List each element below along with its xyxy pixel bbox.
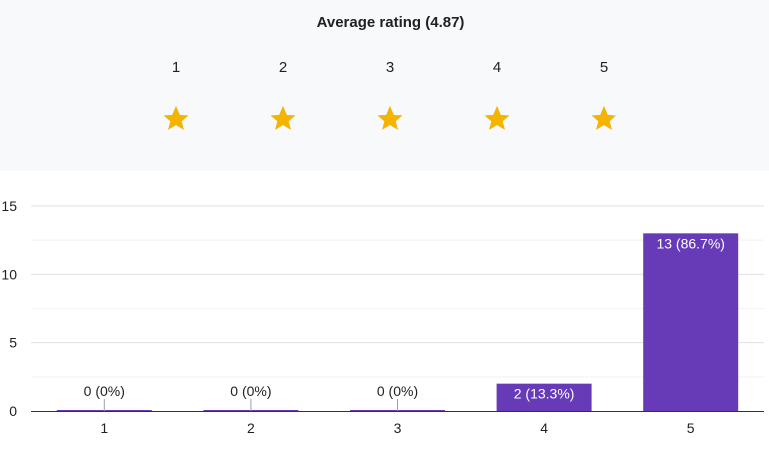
rating-number-1: 1 <box>171 59 181 76</box>
star-filled-shape <box>484 106 510 130</box>
star-icon <box>360 104 420 134</box>
bar-value-label: 0 (0%) <box>377 383 418 399</box>
rating-column-1: 1 <box>146 58 206 134</box>
y-tick-label: 0 <box>9 403 17 419</box>
x-tick-label: 4 <box>540 420 548 436</box>
star-icon <box>574 104 634 134</box>
y-tick-label: 15 <box>1 198 17 214</box>
x-tick-label: 2 <box>247 420 255 436</box>
star-filled-shape <box>377 106 403 130</box>
rating-column-5: 5 <box>574 58 634 134</box>
bar-value-label: 0 (0%) <box>230 383 271 399</box>
x-tick-label: 5 <box>687 420 695 436</box>
x-tick-label: 1 <box>100 420 108 436</box>
star-filled-shape <box>163 106 189 130</box>
rating-column-3: 3 <box>360 58 420 134</box>
y-tick-label: 5 <box>9 335 17 351</box>
x-tick-label: 3 <box>394 420 402 436</box>
rating-distribution-chart: 0 5 10 15 0 (0%) 1 0 (0%) 2 0 (0%) 3 2 (13.3%) 4 13 … <box>1 198 764 436</box>
rating-number-3: 3 <box>385 59 395 76</box>
average-rating-title: Average rating (4.87) <box>316 14 465 31</box>
bar-value-label: 2 (13.3%) <box>514 386 575 402</box>
rating-column-2: 2 <box>253 58 313 134</box>
rating-number-5: 5 <box>599 59 609 76</box>
bar-5 <box>643 233 739 411</box>
average-rating-panel: Average rating (4.87) 1 2 3 4 5 <box>0 0 769 171</box>
rating-number-4: 4 <box>492 59 502 76</box>
star-icon <box>253 104 313 134</box>
star-icon <box>146 104 206 134</box>
star-filled-shape <box>270 106 296 130</box>
rating-column-4: 4 <box>467 58 527 134</box>
star-icon <box>467 104 527 134</box>
bar-value-label: 0 (0%) <box>84 383 125 399</box>
y-tick-label: 10 <box>1 266 17 282</box>
rating-number-2: 2 <box>278 59 288 76</box>
bar-4 <box>496 383 592 411</box>
star-filled-shape <box>591 106 614 130</box>
bar-value-label: 13 (86.7%) <box>656 235 724 251</box>
